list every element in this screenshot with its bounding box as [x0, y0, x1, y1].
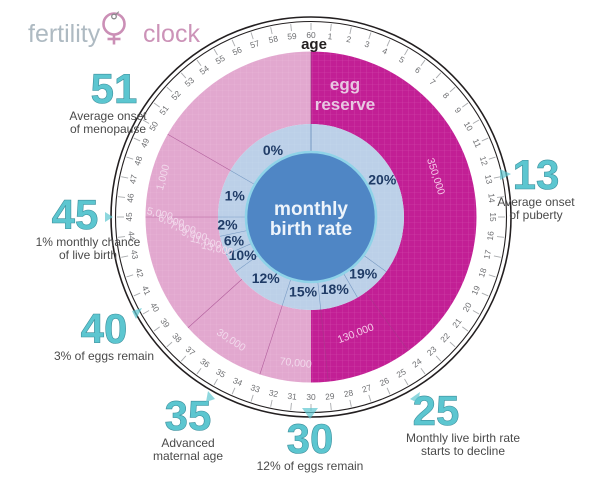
svg-text:40: 40: [81, 305, 128, 352]
svg-text:25: 25: [413, 387, 460, 434]
svg-text:19%: 19%: [349, 266, 378, 282]
svg-text:45: 45: [52, 191, 99, 238]
svg-text:15: 15: [488, 212, 498, 222]
svg-text:15%: 15%: [289, 283, 318, 299]
svg-text:46: 46: [125, 193, 136, 204]
svg-text:35: 35: [165, 392, 212, 439]
svg-text:29: 29: [325, 391, 336, 402]
svg-text:2%: 2%: [217, 216, 238, 232]
svg-text:59: 59: [287, 31, 298, 42]
svg-text:of puberty: of puberty: [509, 208, 562, 222]
svg-text:3% of eggs remain: 3% of eggs remain: [54, 349, 154, 363]
svg-text:Average onset: Average onset: [69, 109, 147, 123]
svg-text:20%: 20%: [368, 171, 397, 187]
svg-text:31: 31: [287, 391, 298, 402]
svg-text:14: 14: [486, 193, 497, 204]
svg-text:13: 13: [513, 151, 560, 198]
svg-text:Advanced: Advanced: [161, 436, 214, 450]
svg-text:1%: 1%: [225, 187, 246, 203]
svg-text:1% monthly chance: 1% monthly chance: [36, 235, 141, 249]
svg-text:of live birth: of live birth: [59, 248, 117, 262]
svg-text:18%: 18%: [321, 281, 350, 297]
svg-text:birth rate: birth rate: [270, 219, 352, 240]
svg-text:clock: clock: [143, 20, 200, 48]
svg-text:of menopause: of menopause: [70, 122, 146, 136]
svg-text:12% of eggs remain: 12% of eggs remain: [257, 459, 364, 473]
svg-text:30: 30: [287, 415, 334, 462]
svg-text:Average onset: Average onset: [497, 195, 575, 209]
svg-text:reserve: reserve: [315, 95, 376, 114]
svg-text:0%: 0%: [263, 142, 284, 158]
svg-text:Monthly live birth rate: Monthly live birth rate: [406, 431, 520, 445]
svg-text:45: 45: [124, 212, 134, 222]
svg-text:16: 16: [485, 230, 496, 241]
svg-text:30: 30: [306, 392, 316, 402]
svg-text:monthly: monthly: [274, 199, 348, 220]
svg-text:starts to decline: starts to decline: [421, 444, 505, 458]
svg-text:egg: egg: [330, 75, 360, 94]
svg-text:fertility: fertility: [28, 20, 101, 48]
svg-text:maternal age: maternal age: [153, 449, 223, 463]
svg-text:51: 51: [91, 65, 138, 112]
svg-text:age: age: [301, 36, 327, 53]
